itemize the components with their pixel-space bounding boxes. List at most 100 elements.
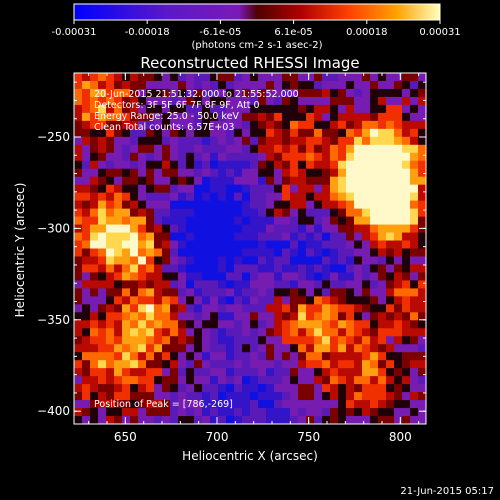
image-pixel [178, 248, 187, 258]
image-pixel [218, 192, 227, 202]
image-pixel [394, 176, 403, 186]
image-pixel [170, 408, 179, 417]
image-pixel [258, 384, 267, 393]
image-pixel [330, 232, 339, 242]
image-pixel [154, 208, 163, 218]
image-pixel [234, 368, 243, 377]
image-pixel [306, 352, 315, 361]
image-pixel [314, 73, 323, 82]
image-pixel [394, 224, 403, 234]
image-pixel [90, 376, 99, 385]
image-pixel [290, 280, 299, 289]
image-pixel [330, 328, 339, 337]
image-pixel [250, 288, 259, 297]
image-pixel [194, 416, 203, 424]
image-pixel [394, 288, 403, 297]
image-pixel [154, 368, 163, 377]
image-pixel [98, 256, 107, 266]
image-pixel [186, 240, 195, 250]
image-pixel [98, 200, 107, 210]
image-pixel [74, 184, 83, 194]
image-pixel [170, 304, 179, 313]
image-pixel [306, 224, 315, 234]
image-pixel [114, 408, 123, 417]
image-pixel [98, 264, 107, 274]
image-pixel [370, 192, 379, 202]
image-pixel [162, 144, 171, 154]
image-pixel [338, 112, 347, 122]
image-pixel [274, 328, 283, 337]
image-pixel [314, 272, 323, 282]
image-pixel [298, 104, 307, 114]
image-pixel [114, 384, 123, 393]
image-pixel [354, 192, 363, 202]
image-pixel [146, 240, 155, 250]
image-pixel [130, 200, 139, 210]
image-pixel [170, 128, 179, 138]
image-pixel [202, 416, 211, 424]
image-pixel [314, 152, 323, 162]
image-pixel [362, 152, 371, 162]
image-pixel [338, 296, 347, 305]
image-pixel [306, 248, 315, 258]
image-pixel [354, 184, 363, 194]
image-pixel [274, 264, 283, 274]
image-pixel [218, 216, 227, 226]
image-pixel [106, 152, 115, 162]
image-pixel [226, 216, 235, 226]
image-pixel [178, 192, 187, 202]
image-pixel [202, 104, 211, 114]
image-pixel [266, 128, 275, 138]
image-pixel [114, 96, 123, 106]
image-pixel [250, 192, 259, 202]
image-pixel [170, 240, 179, 250]
image-pixel [346, 376, 355, 385]
image-pixel [242, 320, 251, 329]
image-pixel [242, 208, 251, 218]
image-pixel [90, 336, 99, 345]
image-pixel [266, 216, 275, 226]
image-pixel [410, 152, 419, 162]
image-pixel [234, 224, 243, 234]
image-pixel [202, 232, 211, 242]
image-pixel [130, 232, 139, 242]
image-pixel [194, 256, 203, 266]
image-pixel [218, 176, 227, 186]
image-pixel [226, 384, 235, 393]
image-pixel [370, 392, 379, 401]
image-pixel [410, 392, 419, 401]
image-pixel [194, 144, 203, 154]
image-pixel [322, 200, 331, 210]
image-pixel [130, 208, 139, 218]
image-pixel [162, 416, 171, 424]
image-pixel [178, 136, 187, 146]
image-pixel [218, 96, 227, 106]
image-pixel [138, 264, 147, 274]
image-pixel [162, 328, 171, 337]
image-pixel [74, 144, 83, 154]
image-pixel [234, 88, 243, 98]
image-pixel [194, 240, 203, 250]
image-pixel [162, 368, 171, 377]
image-pixel [346, 344, 355, 353]
image-pixel [314, 416, 323, 424]
image-pixel [194, 112, 203, 122]
image-pixel [370, 120, 379, 130]
image-pixel [330, 152, 339, 162]
image-pixel [114, 416, 123, 424]
image-pixel [138, 152, 147, 162]
image-pixel [242, 112, 251, 122]
image-pixel [338, 144, 347, 154]
image-pixel [290, 136, 299, 146]
image-pixel [402, 136, 411, 146]
image-pixel [242, 376, 251, 385]
image-pixel [194, 400, 203, 409]
image-pixel [186, 352, 195, 361]
image-pixel [410, 280, 419, 289]
image-pixel [202, 240, 211, 250]
image-pixel [138, 272, 147, 282]
image-pixel [298, 304, 307, 313]
image-pixel [138, 176, 147, 186]
image-pixel [330, 368, 339, 377]
image-pixel [338, 336, 347, 345]
